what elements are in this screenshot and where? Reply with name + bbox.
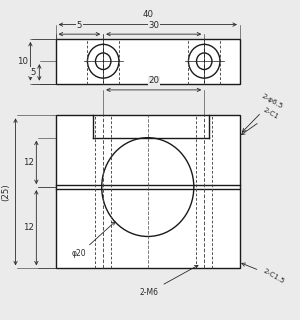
Bar xyxy=(56,116,240,268)
Text: 20: 20 xyxy=(148,76,159,85)
Text: φ20: φ20 xyxy=(72,222,115,259)
Text: 12: 12 xyxy=(22,223,34,232)
Text: 2-φ6.5: 2-φ6.5 xyxy=(242,92,284,132)
Text: 2-C1.5: 2-C1.5 xyxy=(242,263,286,285)
Bar xyxy=(56,39,240,84)
Text: 2-C1: 2-C1 xyxy=(242,107,280,135)
Text: (25): (25) xyxy=(2,183,10,201)
Text: 2-M6: 2-M6 xyxy=(140,265,198,297)
Text: 5: 5 xyxy=(77,21,82,30)
Text: 12: 12 xyxy=(22,158,34,167)
Text: 30: 30 xyxy=(148,21,159,30)
Text: 40: 40 xyxy=(142,11,153,20)
Text: 5: 5 xyxy=(30,68,35,77)
Text: 10: 10 xyxy=(16,57,28,66)
